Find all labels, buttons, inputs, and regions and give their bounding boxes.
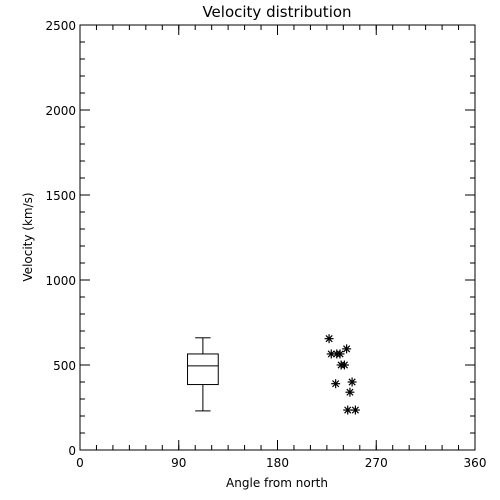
data-point bbox=[335, 349, 345, 359]
y-axis-label: Velocity (km/s) bbox=[21, 192, 35, 281]
data-point bbox=[345, 387, 355, 397]
y-tick-label: 1500 bbox=[45, 189, 76, 203]
plot-frame bbox=[79, 24, 476, 451]
point-stroke bbox=[332, 380, 340, 388]
data-point bbox=[343, 405, 353, 415]
x-tick-labels: 0 90 180 270 360 bbox=[76, 456, 486, 470]
point-stroke bbox=[343, 345, 351, 353]
y-tick-labels: 0 500 1000 1500 2000 2500 bbox=[45, 19, 76, 458]
point-stroke bbox=[344, 406, 352, 414]
boxplot-box bbox=[187, 353, 219, 386]
data-point bbox=[339, 360, 349, 370]
point-stroke bbox=[325, 335, 333, 343]
y-tick-label: 1000 bbox=[45, 274, 76, 288]
data-point bbox=[347, 377, 357, 387]
data-point bbox=[350, 405, 360, 415]
chart-title: Velocity distribution bbox=[202, 3, 351, 21]
data-point bbox=[342, 344, 352, 354]
x-axis-label: Angle from north bbox=[226, 476, 328, 490]
major-ticks bbox=[79, 24, 476, 451]
y-tick-label: 2000 bbox=[45, 104, 76, 118]
y-tick-label: 2500 bbox=[45, 19, 76, 33]
x-tick-label: 0 bbox=[76, 456, 84, 470]
y-tick-label: 500 bbox=[53, 359, 76, 373]
point-stroke bbox=[340, 361, 349, 369]
point-stroke bbox=[336, 350, 344, 358]
data-point bbox=[331, 379, 341, 389]
boxplot bbox=[187, 337, 219, 412]
y-tick-label: 0 bbox=[68, 444, 76, 458]
point-stroke bbox=[327, 350, 335, 358]
x-tick-label: 90 bbox=[171, 456, 186, 470]
point-stroke bbox=[351, 406, 360, 414]
x-tick-label: 270 bbox=[365, 456, 388, 470]
point-stroke bbox=[348, 378, 356, 386]
x-tick-label: 360 bbox=[464, 456, 487, 470]
point-stroke bbox=[346, 388, 354, 396]
minor-ticks bbox=[79, 24, 476, 451]
scatter-points bbox=[324, 334, 360, 415]
x-tick-label: 180 bbox=[266, 456, 289, 470]
data-point bbox=[324, 334, 334, 344]
